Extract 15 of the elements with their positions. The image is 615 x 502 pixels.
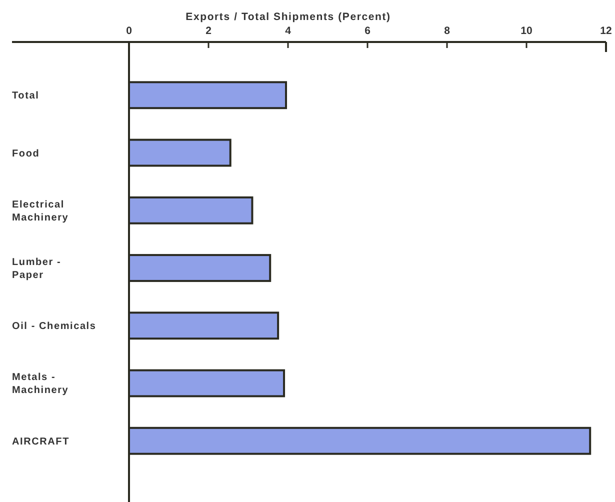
- y-tick-label: Oil - Chemicals: [12, 321, 96, 332]
- x-axis-title: Exports / Total Shipments (Percent): [186, 11, 391, 23]
- x-tick-label: 12: [600, 25, 612, 37]
- x-tick-label: 0: [126, 25, 132, 37]
- x-tick-label: 6: [364, 25, 371, 37]
- y-tick-label: Electrical Machinery: [12, 199, 69, 224]
- x-tick-label: 10: [520, 25, 532, 37]
- y-tick-label: Lumber - Paper: [12, 257, 62, 281]
- y-tick-label: Metals - Machinery: [12, 372, 69, 396]
- x-tick-label: 8: [444, 25, 450, 37]
- y-tick-label: Food: [12, 148, 40, 160]
- y-tick-label: Total: [12, 90, 40, 102]
- x-tick-label: 4: [285, 25, 292, 37]
- x-tick-label: 2: [206, 25, 212, 37]
- y-tick-label: AIRCRAFT: [12, 436, 70, 448]
